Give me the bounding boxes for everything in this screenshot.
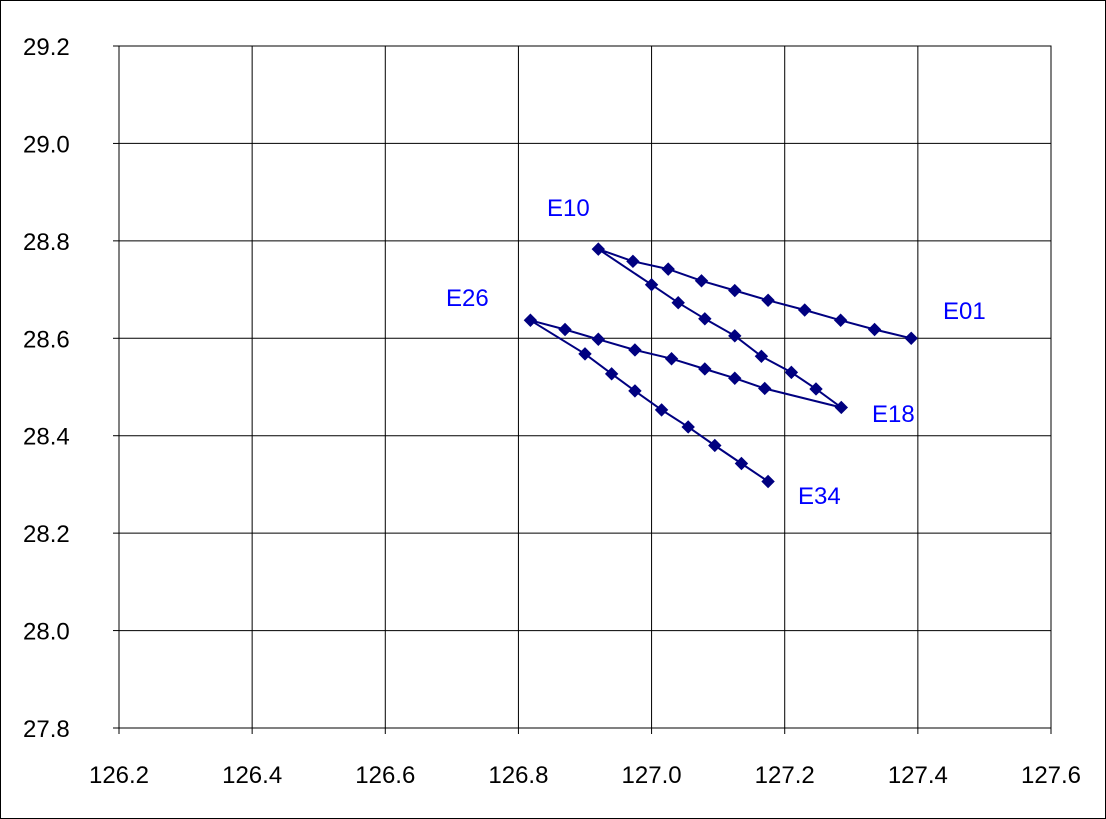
data-point-marker	[761, 293, 775, 307]
data-point-marker	[904, 331, 918, 345]
y-tick-label: 28.0	[23, 619, 70, 646]
data-point-marker	[784, 365, 799, 380]
data-point-marker	[604, 367, 619, 381]
y-tick-label: 28.2	[23, 521, 70, 548]
data-point-marker	[728, 371, 742, 385]
data-point-marker	[809, 382, 823, 396]
data-point-marker	[523, 313, 538, 327]
data-point-marker	[664, 352, 679, 366]
annotation-label: E26	[446, 285, 489, 312]
data-point-marker	[628, 384, 642, 398]
y-tick-label: 27.8	[23, 716, 70, 743]
annotation-label: E10	[547, 195, 590, 222]
data-point-marker	[734, 456, 749, 471]
data-point-marker	[671, 296, 685, 310]
annotation-label: E18	[872, 401, 915, 428]
data-point-marker	[754, 349, 769, 364]
y-tick-label: 28.6	[23, 326, 70, 353]
data-point-marker	[867, 322, 882, 337]
x-tick-label: 126.6	[355, 762, 415, 789]
data-point-marker	[834, 400, 849, 415]
annotation-label: E01	[943, 298, 986, 325]
data-point-marker	[833, 313, 848, 327]
annotation-layer: E01 E10 E18 E26 E34	[446, 195, 986, 510]
data-point-marker	[628, 343, 642, 357]
y-tick-label: 28.8	[23, 229, 70, 256]
data-point-marker	[694, 274, 709, 288]
y-tick-label: 28.4	[23, 424, 70, 451]
x-tick-label: 127.2	[755, 762, 815, 789]
data-point-marker	[578, 347, 592, 361]
annotation-label: E34	[798, 483, 841, 510]
plot-area-border	[118, 45, 1052, 729]
data-point-marker	[661, 262, 675, 276]
data-point-marker	[558, 322, 572, 337]
x-tick-label: 127.6	[1021, 762, 1081, 789]
x-tick-label: 126.4	[222, 762, 282, 789]
data-point-marker	[698, 312, 712, 326]
data-point-marker	[708, 438, 722, 453]
data-point-marker	[681, 420, 695, 434]
series-line	[529, 248, 912, 483]
x-tick-label: 127.0	[622, 762, 682, 789]
data-point-marker	[644, 277, 659, 292]
data-point-marker	[758, 381, 772, 396]
grid-layer	[119, 46, 1051, 728]
y-tick-label: 29.2	[23, 34, 70, 61]
data-point-marker	[728, 283, 742, 298]
data-point-marker	[626, 254, 640, 269]
data-point-marker	[591, 242, 606, 256]
data-point-marker	[728, 329, 742, 343]
tick-layer: 126.2 126.4 126.6 126.8 127.0 127.2 127.4 127.6…	[23, 34, 1081, 789]
data-point-marker	[698, 362, 712, 376]
data-point-marker	[761, 474, 775, 489]
data-point-marker	[797, 303, 812, 317]
data-point-marker	[591, 332, 606, 346]
data-point-marker	[654, 403, 669, 417]
y-tick-label: 29.0	[23, 131, 70, 158]
series-layer	[523, 242, 918, 489]
x-tick-label: 127.4	[888, 762, 948, 789]
x-tick-label: 126.2	[89, 762, 149, 789]
x-tick-label: 126.8	[488, 762, 548, 789]
